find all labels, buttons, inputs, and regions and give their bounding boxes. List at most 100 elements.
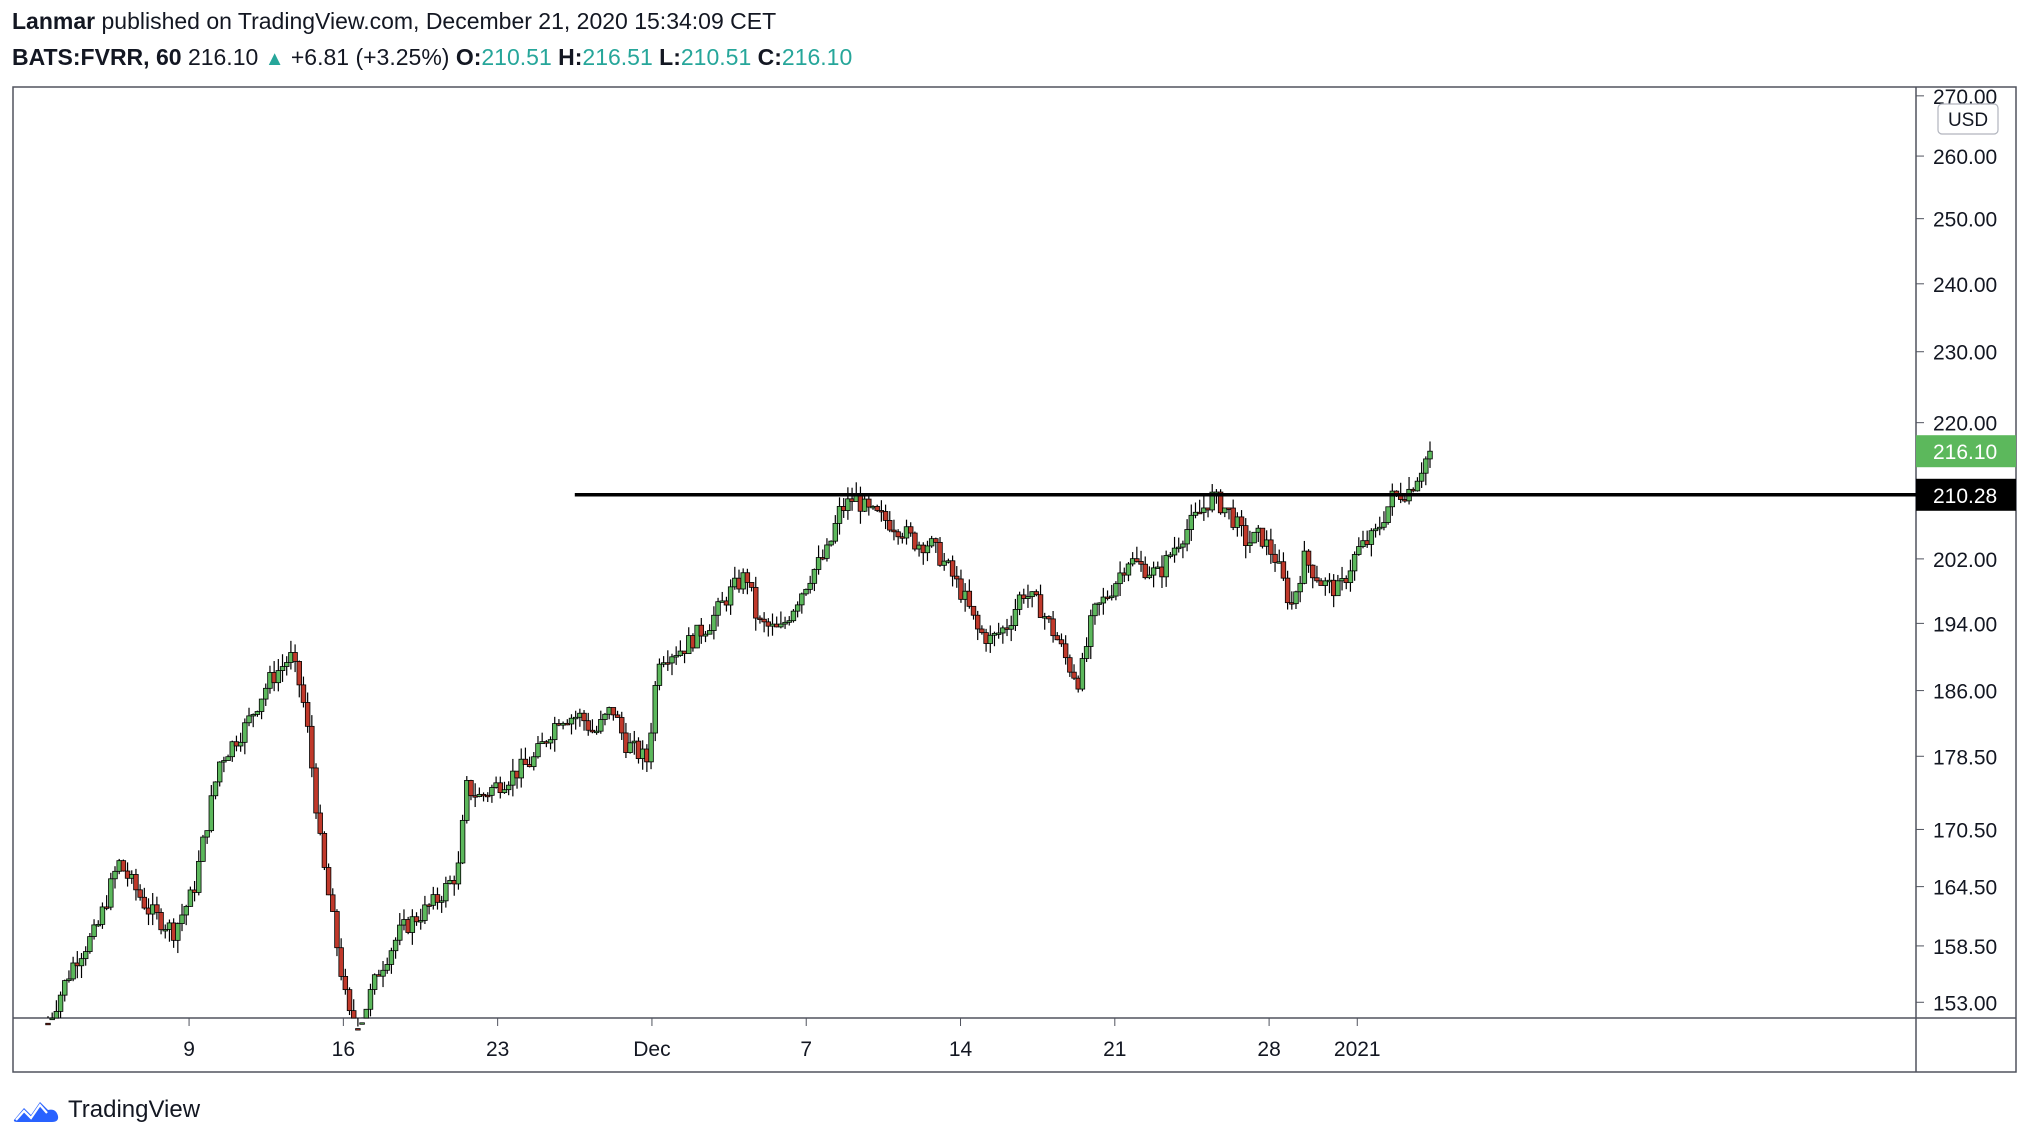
- resistance-price-tag: [1916, 478, 2016, 511]
- candle-body: [610, 707, 617, 716]
- candle-body: [99, 906, 106, 925]
- up-arrow-icon: ▲: [264, 48, 285, 70]
- candle-body: [384, 964, 390, 971]
- candle-body: [824, 544, 830, 559]
- candle-body: [1016, 594, 1023, 610]
- candle-body: [409, 916, 416, 933]
- candle-body: [133, 874, 139, 891]
- candle-body: [1414, 480, 1421, 492]
- candle-body: [246, 715, 252, 724]
- candle-body: [669, 656, 675, 664]
- candle-body: [790, 610, 797, 622]
- candle-body: [882, 511, 889, 521]
- candle-body: [794, 604, 801, 612]
- candle-body: [346, 989, 353, 1012]
- candle-body: [57, 994, 64, 1012]
- candle-body: [1000, 627, 1006, 634]
- x-tick-label: 7: [800, 1038, 812, 1061]
- candle-body: [748, 582, 755, 588]
- candle-body: [1381, 522, 1387, 528]
- x-tick-label: 2021: [1334, 1038, 1381, 1061]
- symbol-label: BATS:FVRR, 60: [12, 44, 182, 70]
- candle-body: [874, 505, 880, 511]
- candle-body: [1083, 646, 1090, 659]
- candle-body: [468, 780, 474, 797]
- candle-body: [1109, 595, 1115, 599]
- currency-badge: [1937, 103, 1999, 135]
- candle-body: [786, 620, 792, 623]
- candle-body: [1025, 596, 1031, 599]
- candle-body: [811, 569, 818, 584]
- candle-body: [581, 712, 587, 722]
- candle-body: [321, 832, 328, 868]
- candle-body: [602, 713, 608, 720]
- candle-body: [196, 860, 202, 893]
- candle-body: [1134, 558, 1140, 562]
- candle-body: [1268, 539, 1274, 555]
- candle-body: [799, 593, 805, 606]
- candles: [45, 441, 1433, 1031]
- candle-body: [1284, 577, 1291, 604]
- candle-body: [464, 780, 470, 821]
- candle-body: [1372, 528, 1379, 532]
- tradingview-brand[interactable]: TradingView: [12, 1092, 200, 1128]
- candle-body: [1100, 596, 1107, 604]
- candle-body: [987, 634, 993, 644]
- y-tick-label: 270.00: [1933, 86, 1997, 109]
- candle-body: [694, 624, 700, 649]
- candle-body: [95, 924, 101, 927]
- candle-body: [501, 789, 508, 794]
- candle-body: [995, 632, 1002, 635]
- candle-body: [355, 1028, 361, 1031]
- candle-body: [103, 906, 110, 909]
- candle-body: [208, 795, 215, 832]
- candle-body: [380, 969, 386, 977]
- candle-body: [1088, 615, 1094, 647]
- candle-body: [828, 540, 834, 546]
- low-label: L:: [659, 44, 681, 70]
- candle-body: [522, 758, 529, 765]
- candle-body: [1167, 554, 1174, 557]
- candle-body: [221, 760, 227, 763]
- candle-body: [673, 655, 679, 658]
- candle-body: [568, 717, 575, 725]
- candle-body: [908, 526, 914, 534]
- candle-body: [665, 662, 671, 665]
- candle-body: [183, 906, 189, 916]
- candle-body: [1238, 516, 1245, 527]
- candle-body: [753, 586, 759, 619]
- candle-body: [304, 702, 311, 727]
- candle-body: [1046, 616, 1052, 620]
- publish-info: Lanmar published on TradingView.com, Dec…: [12, 8, 776, 35]
- candle-body: [941, 560, 947, 566]
- y-tick-label: 178.50: [1933, 746, 1997, 769]
- candle-body: [706, 630, 713, 635]
- candle-body: [388, 950, 395, 965]
- candle-body: [62, 980, 68, 996]
- candle-body: [330, 894, 336, 912]
- candle-body: [815, 557, 822, 570]
- y-tick-label: 170.50: [1933, 819, 1997, 842]
- candle-body: [711, 614, 717, 631]
- candle-body: [284, 662, 290, 667]
- y-tick-label: 260.00: [1933, 146, 1997, 169]
- candle-body: [966, 590, 973, 607]
- candle-body: [497, 782, 503, 794]
- candle-body: [1062, 643, 1069, 659]
- candle-body: [832, 523, 839, 542]
- candle-body: [895, 531, 901, 538]
- candle-body: [744, 572, 751, 583]
- candle-body: [1209, 491, 1215, 511]
- candle-body: [300, 684, 307, 703]
- y-tick-label: 250.00: [1933, 209, 1997, 232]
- high-label: H:: [558, 44, 583, 70]
- candle-body: [1347, 570, 1354, 584]
- author-name: Lanmar: [12, 8, 96, 34]
- candle-body: [53, 1011, 60, 1019]
- candle-body: [937, 541, 943, 566]
- candle-body: [70, 962, 76, 980]
- candle-body: [434, 894, 441, 903]
- candle-body: [1222, 507, 1228, 514]
- candle-body: [371, 974, 378, 990]
